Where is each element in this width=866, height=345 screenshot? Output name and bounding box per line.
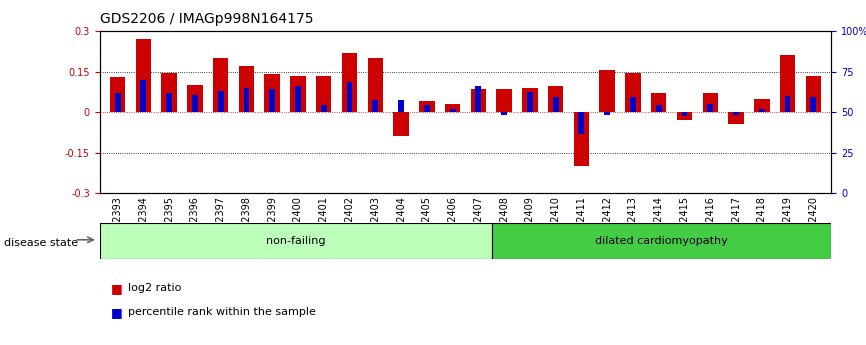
Bar xyxy=(811,97,817,112)
Bar xyxy=(501,112,507,115)
Bar xyxy=(702,93,718,112)
Bar xyxy=(604,112,611,115)
Text: ■: ■ xyxy=(111,306,123,319)
Bar xyxy=(553,97,559,112)
Bar xyxy=(100,223,492,259)
Bar xyxy=(213,58,229,112)
Bar xyxy=(734,112,739,115)
Bar xyxy=(342,53,358,112)
Text: dilated cardiomyopathy: dilated cardiomyopathy xyxy=(595,236,727,246)
Bar xyxy=(527,92,533,112)
Bar xyxy=(423,105,430,112)
Bar xyxy=(470,89,486,112)
Bar xyxy=(573,112,589,166)
Bar xyxy=(728,112,744,124)
Bar xyxy=(264,74,280,112)
Text: disease state: disease state xyxy=(4,238,79,247)
Bar xyxy=(676,112,692,120)
Text: non-failing: non-failing xyxy=(266,236,326,246)
Bar xyxy=(578,112,585,134)
Bar xyxy=(346,82,352,112)
Bar xyxy=(140,80,146,112)
Bar xyxy=(625,73,641,112)
Text: GDS2206 / IMAGp998N164175: GDS2206 / IMAGp998N164175 xyxy=(100,12,313,26)
Bar xyxy=(320,105,326,112)
Bar xyxy=(239,66,255,112)
Bar xyxy=(269,89,275,112)
Bar xyxy=(656,105,662,112)
Bar xyxy=(599,70,615,112)
Text: ■: ■ xyxy=(111,282,123,295)
Bar xyxy=(785,96,791,112)
Bar xyxy=(243,88,249,112)
Bar xyxy=(522,88,538,112)
Bar xyxy=(398,100,404,112)
Bar xyxy=(166,93,172,112)
Bar xyxy=(496,89,512,112)
Bar xyxy=(445,104,461,112)
Bar xyxy=(136,39,152,112)
Bar xyxy=(548,87,564,112)
Bar xyxy=(187,85,203,112)
Bar xyxy=(630,97,636,112)
Bar xyxy=(779,55,795,112)
Bar xyxy=(192,95,197,112)
Text: percentile rank within the sample: percentile rank within the sample xyxy=(128,307,316,317)
Bar xyxy=(217,90,223,112)
Bar xyxy=(651,93,667,112)
Bar xyxy=(682,112,688,116)
Bar xyxy=(419,101,435,112)
Bar xyxy=(316,76,332,112)
Bar xyxy=(114,93,120,112)
Bar xyxy=(759,109,765,112)
Bar xyxy=(708,104,714,112)
Bar xyxy=(367,58,383,112)
Bar xyxy=(492,223,831,259)
Bar xyxy=(295,87,301,112)
Bar xyxy=(372,100,378,112)
Bar xyxy=(754,99,770,112)
Bar xyxy=(161,73,177,112)
Text: log2 ratio: log2 ratio xyxy=(128,283,182,293)
Bar xyxy=(393,112,409,136)
Bar xyxy=(290,76,306,112)
Bar xyxy=(475,87,481,112)
Bar xyxy=(110,77,126,112)
Bar xyxy=(449,109,456,112)
Bar xyxy=(805,76,821,112)
